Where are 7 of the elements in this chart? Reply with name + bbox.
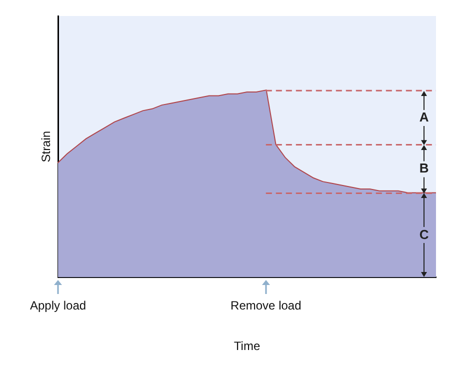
x-axis-title: Time — [234, 339, 260, 354]
annotation: B — [419, 160, 429, 176]
y-axis-title: Strain — [39, 130, 54, 162]
x-tick-label: Remove load — [230, 298, 302, 313]
x-tick-label: Apply load — [30, 298, 86, 313]
annotation: C — [419, 226, 430, 242]
annotation: A — [419, 109, 430, 124]
